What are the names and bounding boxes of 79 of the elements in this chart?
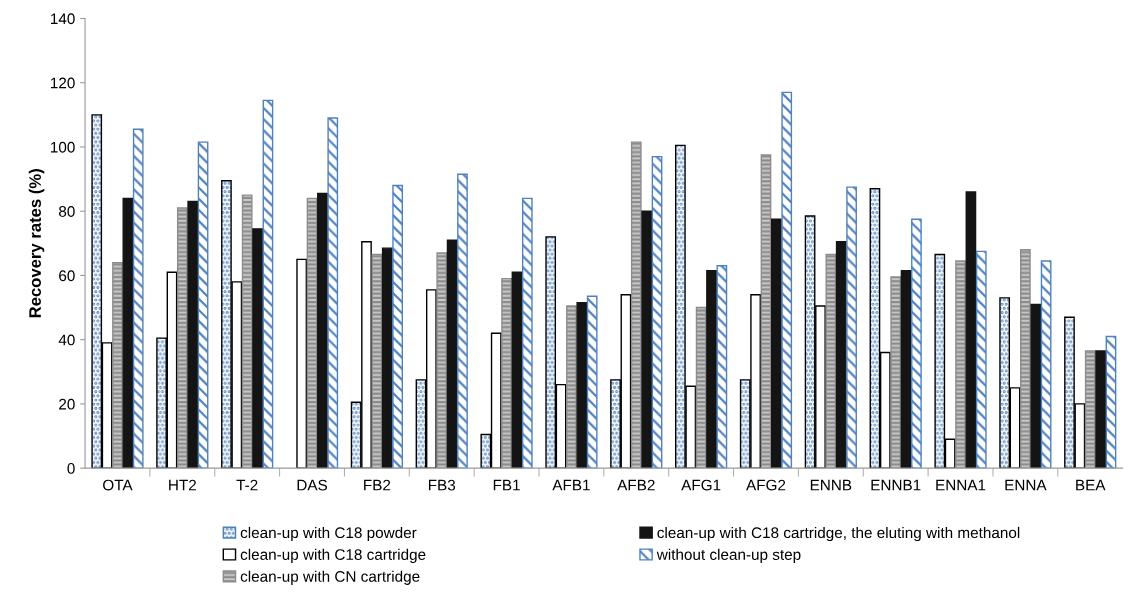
x-tick-label: T-2 [236,479,258,491]
x-tick-label: AFB1 [552,479,590,491]
bar [122,197,134,469]
x-tick-label: FB2 [364,479,391,491]
bar [586,295,598,469]
x-tick-label: ENNA [1005,479,1047,491]
bar [252,228,263,469]
bar [706,269,717,469]
bar [241,194,253,469]
bar [835,241,847,469]
x-tick-label: AFG1 [681,479,721,491]
bar [576,302,588,469]
bar [392,184,403,469]
legend-label: clean-up with C18 cartridge [240,548,426,563]
bar [900,269,912,469]
x-tick-label: ENNB [810,479,852,491]
y-tick-label: 60 [59,270,75,282]
bar [1095,350,1106,469]
bar [187,200,199,469]
bar [770,218,782,469]
bar [306,197,318,469]
y-axis-title: Recovery rates (%) [28,169,45,318]
bar [197,141,209,469]
x-tick-label: HT2 [169,479,196,491]
legend-label: without clean-up step [656,548,801,563]
y-tick-label: 80 [59,206,75,217]
x-tick-label: OTA [103,479,133,491]
x-tick-label: AFB2 [617,479,655,491]
bar [521,197,533,469]
bar [1105,335,1117,469]
bar [1040,260,1052,469]
y-tick-label: 120 [51,77,75,89]
bar [911,218,922,469]
x-tick-label: ENNB1 [871,479,921,491]
bar [501,277,512,469]
y-tick-label: 100 [51,141,75,153]
bar [846,186,857,469]
bar [965,191,977,469]
y-tick-label: 20 [59,398,75,410]
bar [1020,249,1031,469]
y-tick-label: 40 [58,334,75,346]
bar [630,141,642,469]
bar [781,91,793,469]
bar [641,210,653,469]
bar [262,99,274,469]
bar [1084,350,1096,469]
bar [176,207,188,469]
x-tick-label: ENNA1 [936,479,986,491]
legend-label: clean-up with C18 powder [240,526,417,542]
bar [457,173,468,469]
bar [760,154,772,469]
bar [716,265,728,469]
x-tick-label: AFG2 [746,479,786,491]
bar [695,306,707,469]
bar [132,128,144,469]
bar [327,117,339,469]
bar [566,305,577,469]
bar [890,276,902,469]
bar [511,271,523,469]
bar [446,239,458,469]
legend-label: clean-up with CN cartridge [240,570,420,585]
bar [296,258,308,469]
bar [436,252,448,469]
bar [112,261,123,469]
bar [317,192,328,469]
y-tick-label: 0 [67,463,75,474]
x-tick-label: BEA [1076,479,1106,491]
x-tick-label: FB3 [428,479,456,491]
bar [975,250,987,469]
bar [651,155,663,469]
x-tick-label: FB1 [493,479,520,491]
bar [381,247,393,469]
x-tick-label: DAS [297,479,328,491]
bar [825,253,837,469]
bar [371,253,383,469]
bar [955,260,966,469]
legend-label: clean-up with C18 cartridge, the eluting with methanol [657,526,1020,542]
bar [1030,303,1042,469]
y-tick-label: 140 [51,13,75,25]
